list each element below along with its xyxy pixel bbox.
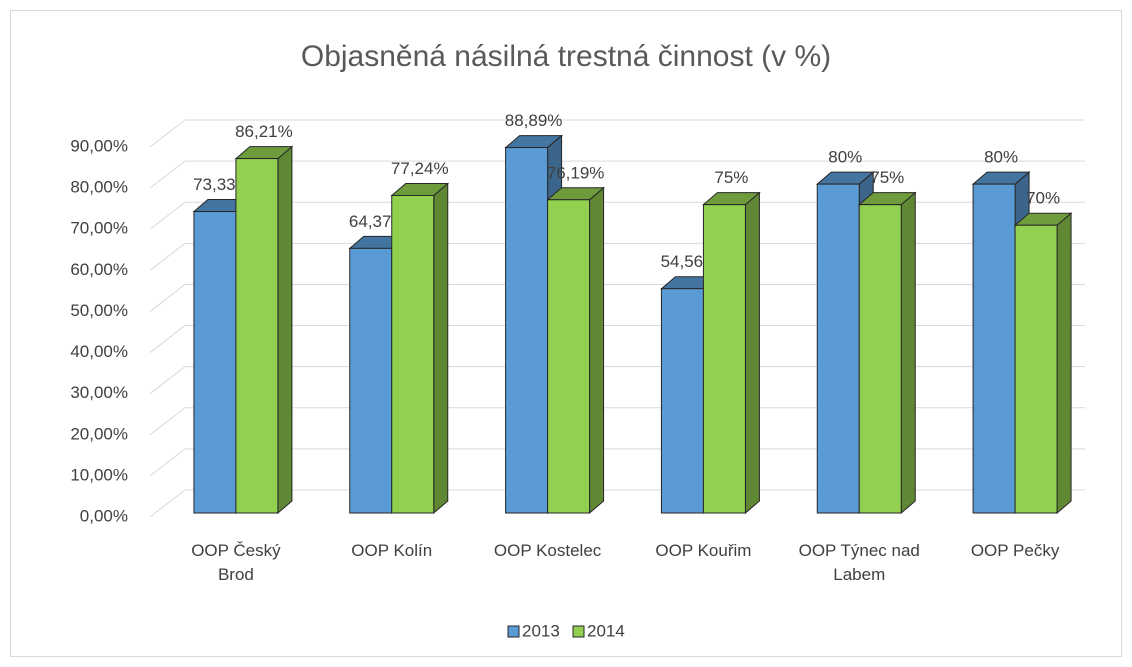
bar-side xyxy=(744,191,760,515)
legend-swatch xyxy=(507,625,520,638)
legend-label: 2014 xyxy=(587,621,625,640)
x-tick-label: OOP Kolín xyxy=(351,541,433,560)
grid-line-side xyxy=(149,325,186,353)
bar xyxy=(702,204,746,514)
grid-line-side xyxy=(149,284,186,312)
bar-side xyxy=(1056,212,1072,515)
y-tick-label: 70,00% xyxy=(70,219,128,238)
data-label: 76,19% xyxy=(547,163,605,182)
grid-line-side xyxy=(149,160,186,189)
bar xyxy=(505,147,549,514)
y-tick-label: 80,00% xyxy=(70,178,128,197)
x-tick-label: OOP Týnec nad Labem xyxy=(798,541,920,584)
legend-swatch xyxy=(572,625,585,638)
grid-line-side xyxy=(149,242,186,271)
data-label: 88,89% xyxy=(505,111,563,130)
y-tick-label: 10,00% xyxy=(70,465,128,484)
y-tick-label: 50,00% xyxy=(70,301,128,320)
bar-side xyxy=(900,191,916,515)
bar xyxy=(193,211,237,514)
y-tick-label: 0,00% xyxy=(80,506,128,525)
grid-line-side xyxy=(149,489,186,518)
bar xyxy=(349,247,393,514)
bar-side xyxy=(433,182,449,515)
grid-line-side xyxy=(149,119,186,148)
y-tick-label: 40,00% xyxy=(70,342,128,361)
bar-side xyxy=(277,145,293,515)
x-tick-label: OOP Kostelec xyxy=(493,541,602,560)
bar-side xyxy=(589,186,605,515)
grid-line-side xyxy=(149,407,186,436)
chart-title: Objasněná násilná trestná činnost (v %) xyxy=(301,40,831,73)
data-label: 86,21% xyxy=(235,122,293,141)
data-label: 80% xyxy=(828,148,862,167)
x-tick-label: OOP Pečky xyxy=(970,541,1060,560)
data-label: 70% xyxy=(1026,189,1060,208)
bar xyxy=(235,158,279,514)
data-label: 75% xyxy=(714,168,748,187)
bar xyxy=(391,194,435,514)
x-tick-label: OOP Kouřim xyxy=(655,541,752,560)
bar xyxy=(972,183,1016,514)
data-label: 77,24% xyxy=(391,159,449,178)
data-label: 75% xyxy=(870,168,904,187)
bar xyxy=(660,288,704,514)
grid-line-side xyxy=(149,201,186,230)
bar xyxy=(858,204,902,514)
y-tick-label: 60,00% xyxy=(70,260,128,279)
bar xyxy=(816,183,860,514)
y-tick-label: 30,00% xyxy=(70,383,128,402)
grid-line-side xyxy=(149,448,186,477)
bar xyxy=(547,199,591,514)
data-label: 80% xyxy=(984,148,1018,167)
legend-label: 2013 xyxy=(522,621,560,640)
bar xyxy=(1014,224,1058,514)
y-tick-label: 90,00% xyxy=(70,136,128,155)
x-tick-label: OOP Český Brod xyxy=(191,541,281,584)
grid-line-side xyxy=(149,366,186,395)
y-tick-label: 20,00% xyxy=(70,424,128,443)
